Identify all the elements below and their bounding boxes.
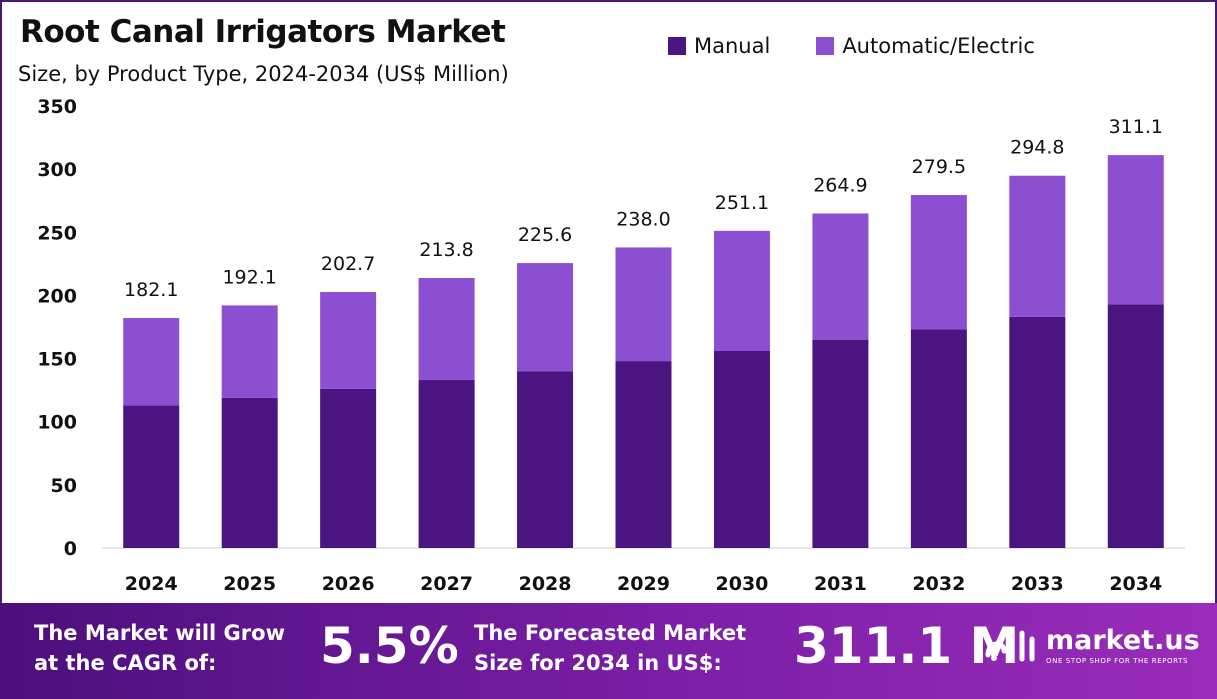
chart-subtitle: Size, by Product Type, 2024-2034 (US$ Mi… [18,62,509,86]
x-tick-label: 2033 [1011,573,1064,595]
bar-automatic-electric [910,195,967,330]
bar-automatic-electric [812,213,869,340]
legend-swatch-manual [668,37,686,55]
forecast-value: 311.1 M [794,617,1020,675]
y-tick-label: 350 [37,96,77,118]
bar-manual [221,397,278,548]
brand-tagline: ONE STOP SHOP FOR THE REPORTS [1046,656,1189,665]
bar-automatic-electric [713,230,770,351]
bar-manual [517,371,574,548]
x-tick-label: 2024 [125,573,178,595]
bar-total-label: 264.9 [813,174,867,196]
bar-automatic-electric [1009,175,1066,317]
bar-manual [812,339,869,548]
market-us-logo-icon [985,630,1035,662]
bar-manual [713,350,770,548]
summary-banner: The Market will Grow at the CAGR of: 5.5… [0,603,1217,699]
y-tick-label: 0 [64,538,77,560]
bar-automatic-electric [1107,155,1164,305]
bar-automatic-electric [615,247,672,362]
bar-automatic-electric [320,292,377,389]
legend-swatch-automatic-electric [816,37,835,55]
x-tick-label: 2028 [519,573,572,595]
bar-total-label: 182.1 [124,279,178,301]
bar-total-label: 251.1 [715,192,769,214]
bar-total-label: 279.5 [912,156,966,178]
forecast-label-line1: The Forecasted Market [474,621,747,645]
bar-total-label: 311.1 [1109,116,1163,138]
x-tick-label: 2030 [716,573,769,595]
bar-chart: 0 50 100 150 200 250 300 350 182.1 2024 192.1 2025 2… [37,96,1185,595]
brand-name: market.us [1046,624,1200,656]
x-tick-label: 2027 [420,573,473,595]
bar-manual [320,388,377,548]
y-tick-label: 150 [37,349,77,371]
x-tick-label: 2029 [617,573,670,595]
bar-total-label: 192.1 [222,266,276,288]
legend-item-automatic-electric: Automatic/Electric [816,34,1035,58]
forecast-label: The Forecasted Market Size for 2034 in U… [474,618,746,678]
cagr-label-line1: The Market will Grow [34,621,285,645]
bar-automatic-electric [221,305,278,398]
x-tick-label: 2025 [223,573,276,595]
bar-automatic-electric [418,278,475,381]
bar-manual [418,380,475,548]
legend: Manual Automatic/Electric [668,34,1081,58]
legend-item-manual: Manual [668,34,770,58]
cagr-label-line2: at the CAGR of: [34,651,217,675]
forecast-label-line2: Size for 2034 in US$: [474,651,722,675]
bar-total-label: 238.0 [616,208,670,230]
bar-total-label: 202.7 [321,253,375,275]
x-tick-label: 2031 [814,573,867,595]
bar-manual [910,329,967,548]
y-tick-label: 50 [51,475,77,497]
bar-manual [615,361,672,548]
bar-automatic-electric [123,318,180,406]
x-tick-label: 2034 [1109,573,1162,595]
x-tick-label: 2026 [322,573,375,595]
legend-label-automatic-electric: Automatic/Electric [842,34,1035,58]
y-tick-label: 100 [37,412,77,434]
cagr-value: 5.5% [320,617,459,675]
bar-manual [1107,304,1164,548]
chart-title: Root Canal Irrigators Market [20,14,506,50]
x-tick-label: 2032 [912,573,965,595]
y-tick-label: 300 [37,159,77,181]
legend-label-manual: Manual [694,34,771,58]
y-tick-label: 250 [37,222,77,244]
cagr-label: The Market will Grow at the CAGR of: [34,618,285,678]
bar-manual [1009,316,1066,548]
brand-logo: market.us ONE STOP SHOP FOR THE REPORTS [984,625,1200,665]
bar-total-label: 225.6 [518,224,572,246]
y-tick-label: 200 [37,285,77,307]
bar-total-label: 213.8 [419,239,473,261]
bar-manual [123,405,180,548]
bar-automatic-electric [517,263,574,372]
bar-total-label: 294.8 [1010,137,1064,159]
